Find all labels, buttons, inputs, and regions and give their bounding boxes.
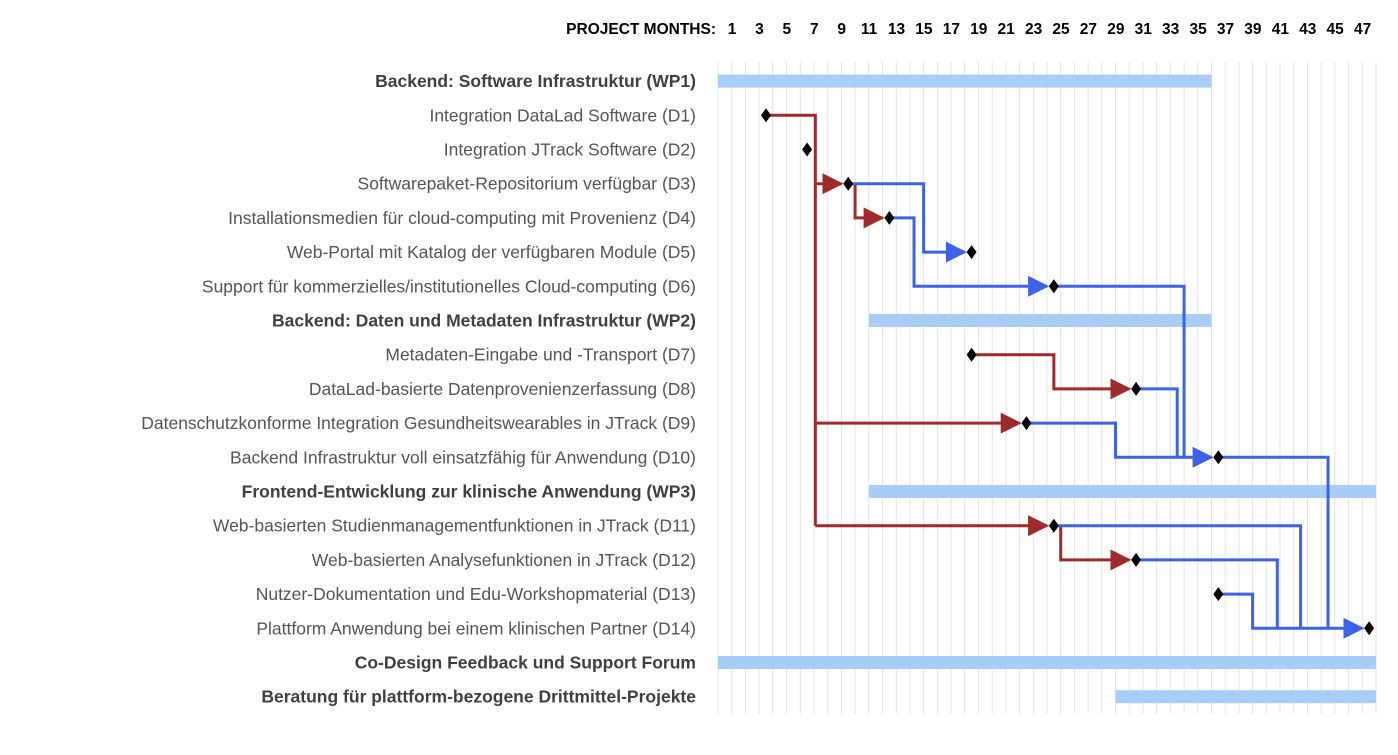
axis-tick-label: 3 (755, 21, 764, 38)
axis-tick-label: 21 (998, 21, 1016, 38)
gantt-bar-2 (868, 314, 1212, 327)
row-label: Metadaten-Eingabe und -Transport (D7) (385, 345, 696, 365)
dependency-link-17 (1218, 592, 1365, 639)
row-label: Backend: Daten und Metadaten Infrastrukt… (272, 311, 696, 331)
dependency-link-16 (1136, 558, 1279, 629)
dependency-link-7 (971, 353, 1132, 400)
row-label: DataLad-basierte Datenprovenienzerfassun… (309, 379, 696, 399)
milestone-marker-4 (884, 210, 895, 225)
row-label: Beratung für plattform-bezogene Drittmit… (261, 687, 696, 707)
axis-title: PROJECT MONTHS: (566, 21, 716, 38)
milestone-marker-8 (1131, 381, 1142, 396)
milestone-marker-2 (802, 142, 813, 157)
axis-tick-label: 37 (1217, 21, 1234, 38)
axis-tick-label: 5 (783, 21, 792, 38)
dependency-link-1 (765, 113, 817, 184)
milestone-marker-9 (1021, 416, 1032, 431)
axis-tick-label: 39 (1244, 21, 1262, 38)
row-label: Softwarepaket-Repositorium verfügbar (D3… (358, 174, 696, 194)
axis-tick-label: 13 (888, 21, 906, 38)
axis-tick-label: 35 (1189, 21, 1207, 38)
row-label: Web-basierten Analysefunktionen in JTrac… (312, 550, 696, 570)
row-label: Frontend-Entwicklung zur klinische Anwen… (242, 482, 696, 502)
milestone-marker-7 (966, 347, 977, 362)
row-label: Web-Portal mit Katalog der verfügbaren M… (287, 242, 696, 262)
row-label: Support für kommerzielles/institutionell… (202, 276, 696, 296)
axis-tick-label: 27 (1080, 21, 1097, 38)
axis-tick-label: 47 (1354, 21, 1371, 38)
axis-tick-label: 31 (1135, 21, 1153, 38)
row-label: Installationsmedien für cloud-computing … (228, 208, 696, 228)
milestone-marker-3 (843, 176, 854, 191)
milestone-marker-12 (1131, 552, 1142, 567)
row-label: Web-basierten Studienmanagementfunktione… (213, 516, 696, 536)
axis-tick-label: 1 (728, 21, 737, 38)
gantt-bar-3 (868, 485, 1376, 498)
milestone-marker-13 (1213, 587, 1224, 602)
milestone-marker-10 (1213, 450, 1224, 465)
axis-tick-label: 9 (837, 21, 846, 38)
milestone-marker-6 (1048, 279, 1059, 294)
dependency-link-14 (1218, 455, 1330, 629)
milestone-marker-5 (966, 245, 977, 260)
axis-tick-label: 29 (1107, 21, 1125, 38)
axis-tick-label: 19 (970, 21, 988, 38)
gantt-bar-4 (718, 656, 1376, 669)
dependency-link-8 (1059, 525, 1132, 571)
dependency-link-10 (889, 216, 1050, 297)
gantt-bar-1 (718, 74, 1212, 88)
axis-tick-label: 23 (1025, 21, 1043, 38)
gantt-bar-5 (1115, 690, 1376, 704)
axis-tick-label: 15 (915, 21, 933, 38)
axis-tick-label: 43 (1299, 21, 1317, 38)
row-label: Co-Design Feedback und Support Forum (355, 653, 696, 673)
dependency-link-9 (848, 182, 967, 263)
row-label: Nutzer-Dokumentation und Edu-Workshopmat… (256, 584, 696, 604)
row-label: Integration JTrack Software (D2) (444, 140, 696, 160)
axis-tick-label: 17 (943, 21, 960, 38)
grid-lines (717, 62, 1377, 714)
row-label: Backend: Software Infrastruktur (WP1) (375, 71, 696, 91)
axis-tick-label: 7 (810, 21, 819, 38)
row-label: Datenschutzkonforme Integration Gesundhe… (141, 413, 696, 433)
milestone-marker-14 (1364, 621, 1375, 636)
dependency-link-11 (1053, 284, 1186, 458)
row-label: Plattform Anwendung bei einem klinischen… (256, 618, 696, 638)
axis-tick-label: 25 (1052, 21, 1070, 38)
milestone-marker-11 (1048, 518, 1059, 533)
dependency-link-12 (1136, 387, 1179, 458)
axis-tick-label: 45 (1327, 21, 1345, 38)
axis-tick-label: 41 (1272, 21, 1290, 38)
milestone-marker-1 (760, 108, 771, 123)
dependency-link-15 (1053, 524, 1303, 629)
row-label: Backend Infrastruktur voll einsatzfähig … (230, 447, 696, 467)
axis-tick-label: 33 (1162, 21, 1180, 38)
axis-tick-label: 11 (861, 21, 878, 38)
dependency-link-13 (1026, 421, 1214, 468)
row-label: Integration DataLad Software (D1) (429, 105, 696, 125)
dependency-link-3 (853, 183, 885, 229)
